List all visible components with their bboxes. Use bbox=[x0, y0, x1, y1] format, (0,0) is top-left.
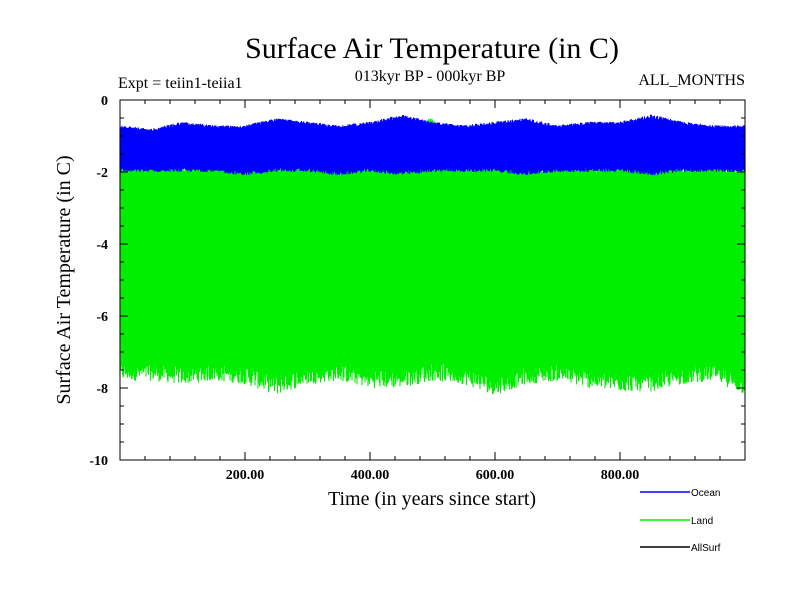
x-tick-label: 600.00 bbox=[476, 468, 515, 483]
x-axis-label: Time (in years since start) bbox=[328, 488, 536, 510]
legend-label-land: Land bbox=[691, 516, 713, 527]
y-tick-label: -10 bbox=[89, 454, 108, 469]
y-tick-label: -6 bbox=[96, 310, 108, 325]
chart-subtitle-right: ALL_MONTHS bbox=[638, 72, 745, 89]
y-tick-label: -4 bbox=[96, 238, 108, 253]
chart-title: Surface Air Temperature (in C) bbox=[245, 32, 619, 65]
chart-subtitle-center: 013kyr BP - 000kyr BP bbox=[355, 68, 506, 85]
series-ocean-line bbox=[119, 114, 746, 176]
y-tick-label: -2 bbox=[96, 166, 108, 181]
legend: Ocean Land AllSurf bbox=[640, 488, 721, 554]
x-tick-label: 200.00 bbox=[226, 468, 265, 483]
y-tick-label: 0 bbox=[101, 94, 108, 109]
x-tick-label: 800.00 bbox=[601, 468, 640, 483]
legend-label-ocean: Ocean bbox=[691, 488, 720, 499]
tick-layer: 200.00 400.00 600.00 800.00 0 -2 -4 -6 -8 -10 bbox=[89, 94, 746, 483]
legend-label-allsurf: AllSurf bbox=[691, 543, 721, 554]
x-tick-label: 400.00 bbox=[351, 468, 390, 483]
y-axis-label: Surface Air Temperature (in C) bbox=[53, 155, 75, 404]
chart-subtitle-left: Expt = teiin1-teiia1 bbox=[118, 75, 243, 92]
data-layer bbox=[119, 114, 746, 395]
y-tick-label: -8 bbox=[96, 382, 108, 397]
